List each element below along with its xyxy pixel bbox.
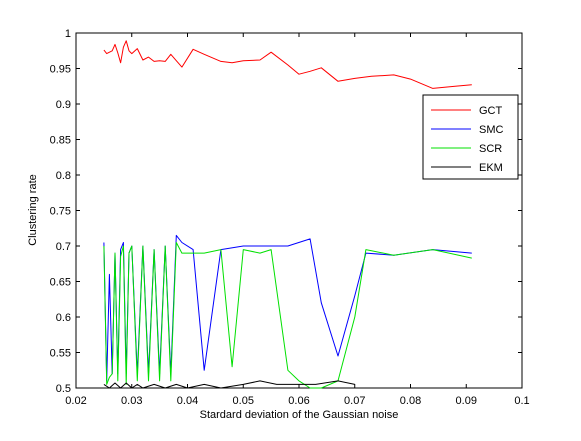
y-tick-label: 0.8 — [56, 170, 71, 182]
x-tick-label: 0.07 — [344, 395, 365, 407]
x-tick-label: 0.08 — [400, 395, 421, 407]
y-tick-label: 0.7 — [56, 241, 71, 253]
y-tick-label: 0.65 — [50, 277, 71, 289]
legend-label-gct: GCT — [479, 105, 503, 117]
legend-box — [422, 94, 519, 180]
ticks-layer: 0.02 0.03 0.04 0.05 0.06 0.07 0.08 0.09 0.1 0.5 0.… — [50, 28, 530, 407]
series-layer — [103, 40, 472, 389]
x-tick-label: 0.1 — [514, 395, 529, 407]
x-tick-label: 0.09 — [456, 395, 477, 407]
y-tick-label: 1 — [65, 28, 71, 40]
y-tick-label: 0.9 — [56, 99, 71, 111]
legend-label-scr: SCR — [479, 143, 502, 155]
y-tick-label: 0.85 — [50, 135, 71, 147]
y-tick-label: 0.75 — [50, 206, 71, 218]
x-tick-label: 0.05 — [233, 395, 254, 407]
y-tick-label: 0.55 — [50, 348, 71, 360]
x-tick-label: 0.03 — [121, 395, 142, 407]
legend-label-smc: SMC — [479, 124, 504, 136]
series-line-ekm — [103, 380, 355, 389]
y-axis-label: Clustering rate — [27, 174, 39, 246]
x-tick-label: 0.02 — [65, 395, 86, 407]
x-tick-label: 0.06 — [288, 395, 309, 407]
x-tick-label: 0.04 — [177, 395, 198, 407]
y-tick-label: 0.95 — [50, 64, 71, 76]
legend: GCT SMC SCR EKM — [422, 94, 519, 180]
y-tick-label: 0.5 — [56, 383, 71, 395]
legend-label-ekm: EKM — [479, 162, 503, 174]
y-tick-label: 0.6 — [56, 312, 71, 324]
series-line-gct — [103, 40, 472, 89]
series-line-scr — [103, 242, 472, 389]
x-axis-label: Stardard deviation of the Gaussian noise — [200, 409, 399, 421]
